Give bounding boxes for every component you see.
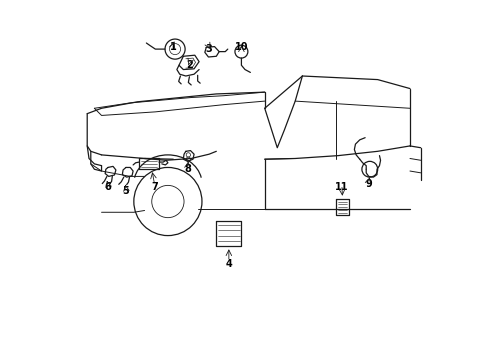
Text: 5: 5 [122,186,129,196]
Text: 8: 8 [184,164,191,174]
Text: 7: 7 [151,182,158,192]
Text: 11: 11 [335,182,348,192]
Text: 3: 3 [206,44,213,54]
Text: 10: 10 [235,42,248,52]
Text: 1: 1 [170,42,177,52]
Text: 9: 9 [366,179,372,189]
Text: 4: 4 [225,259,232,269]
Text: 2: 2 [186,60,193,70]
Text: 6: 6 [105,182,111,192]
